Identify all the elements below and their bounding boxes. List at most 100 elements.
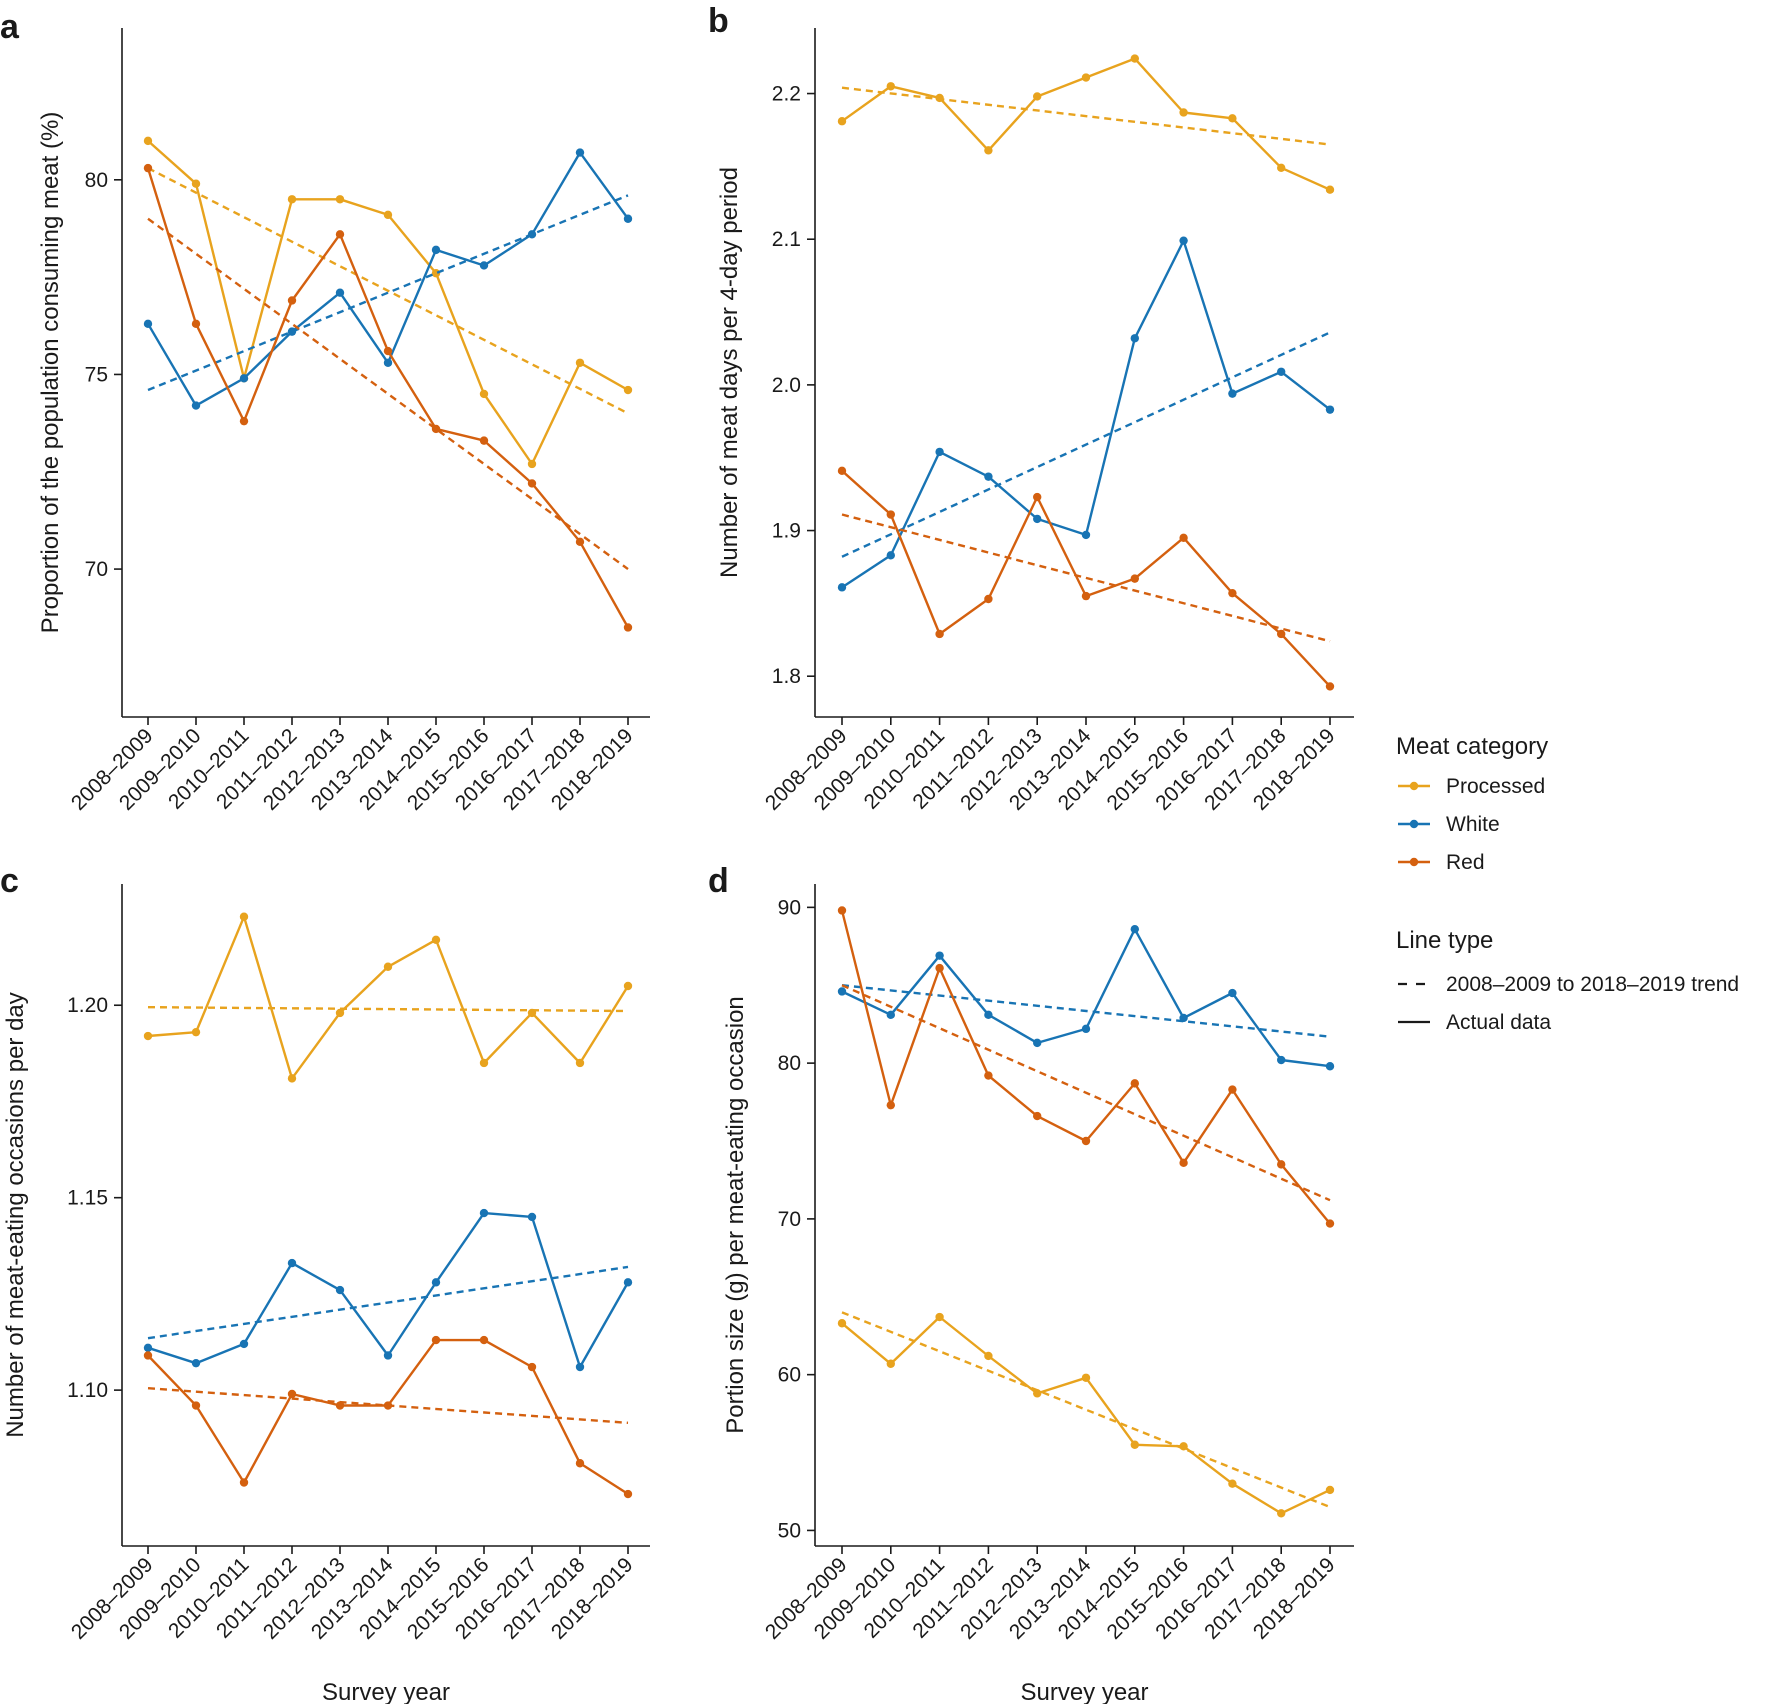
- panel-a-red-point: [479, 436, 489, 445]
- panel-c-white-point: [527, 1212, 537, 1222]
- panel-a-red-point: [383, 346, 393, 356]
- panel-d-white-point: [1081, 1024, 1091, 1034]
- panel-c-white-point: [383, 1351, 393, 1360]
- panel-b-y-tick-label: 2.0: [772, 374, 801, 397]
- panel-b-white-point: [1325, 405, 1335, 414]
- panel-b-y-tick-label: 2.2: [772, 83, 801, 106]
- panel-d-red-point: [984, 1071, 993, 1080]
- panel-d-red-point: [1228, 1085, 1237, 1094]
- panel-a-processed-line: [147, 140, 629, 466]
- panel-c-red-line: [147, 1338, 629, 1496]
- panel-b-y-tick-label: 1.8: [772, 665, 801, 688]
- panel-a-processed-point: [527, 459, 537, 469]
- panel-a-red-point: [431, 424, 441, 434]
- panel-b-y-tick-label: 2.1: [772, 228, 801, 251]
- panel-c-processed-line: [147, 915, 630, 1080]
- legend-item-label: Red: [1446, 851, 1485, 874]
- legend-linetype-solid: Actual data: [1398, 1011, 1551, 1034]
- panel-a-white-point: [239, 374, 249, 383]
- panel-d-y-tick-label: 90: [778, 896, 801, 919]
- panel-c: c 1.101.151.202008–20092009–20102010–201…: [0, 862, 650, 1704]
- panel-b-processed-point: [1179, 108, 1188, 117]
- panel-a-processed-point: [191, 179, 201, 188]
- panel-a-processed-point: [623, 385, 633, 395]
- panel-d-white-point: [1130, 924, 1140, 934]
- panel-c-red-point: [575, 1459, 585, 1468]
- panel-c-processed-point: [383, 962, 393, 971]
- panel-b-red-point: [1130, 574, 1140, 583]
- panel-b-processed-point: [1033, 92, 1042, 101]
- panel-b-white-point: [1228, 389, 1237, 398]
- legend-category-title: Meat category: [1396, 733, 1548, 760]
- panel-a-y-axis-title: Proportion of the population consuming m…: [37, 112, 64, 634]
- panel-a-processed-point: [143, 136, 153, 146]
- panel-c-y-tick-label: 1.15: [67, 1187, 108, 1210]
- panel-d-y-tick-label: 60: [778, 1364, 801, 1387]
- panel-d-white-point: [1033, 1038, 1042, 1048]
- panel-a-white-point: [335, 288, 345, 297]
- panel-c-white-trend-line: [147, 1265, 629, 1340]
- panel-a-y-tick-label: 75: [85, 363, 108, 386]
- panel-c-processed-trend-line: [147, 1005, 629, 1013]
- panel-b-white-point: [1033, 514, 1042, 524]
- panel-d: d 50607080902008–20092009–20102010–20112…: [708, 862, 1354, 1704]
- panel-d-processed-point: [1228, 1479, 1237, 1488]
- panel-d-red-point: [1033, 1111, 1042, 1121]
- panel-d-red-point: [1277, 1160, 1286, 1169]
- panel-c-y-axis-title: Number of meat-eating occasions per day: [2, 992, 29, 1438]
- panel-c-white-point: [575, 1362, 585, 1372]
- panel-c-processed-point: [287, 1074, 297, 1083]
- panel-b-red-point: [837, 466, 847, 476]
- panel-c-red-point: [335, 1401, 345, 1410]
- panel-a-red-point: [143, 163, 153, 173]
- legend-linetype-label: 2008–2009 to 2018–2019 trend: [1446, 973, 1739, 996]
- panel-d-x-axis-title: Survey year: [1020, 1679, 1148, 1704]
- panel-c-white-point: [191, 1358, 201, 1368]
- panel-d-processed-point: [837, 1319, 847, 1328]
- panel-c-x-axis-title: Survey year: [322, 1679, 450, 1704]
- panel-c-red-point: [431, 1335, 441, 1345]
- panel-b-white-trend-line: [841, 331, 1331, 558]
- panel-b-y-axis-title: Number of meat days per 4-day period: [716, 167, 743, 578]
- panel-d-processed-point: [1130, 1440, 1140, 1449]
- panel-c-processed-point: [431, 935, 441, 945]
- panel-d-processed-point: [984, 1351, 993, 1361]
- panel-a-white-point: [191, 401, 201, 410]
- panel-b: b 1.81.92.02.12.22008–20092009–20102010–…: [708, 2, 1354, 815]
- panel-d-red-point: [1325, 1219, 1335, 1228]
- panel-c-red-point: [527, 1362, 537, 1372]
- panel-a-red-point: [527, 479, 537, 488]
- panel-c-red-point: [383, 1401, 393, 1410]
- legend-item-label: Processed: [1446, 775, 1545, 798]
- panel-a-processed-point: [575, 358, 585, 367]
- panel-d-white-line: [841, 928, 1331, 1068]
- legend-linetype-title: Line type: [1396, 927, 1493, 954]
- panel-a-white-point: [479, 261, 489, 270]
- panel-b-processed-trend-line: [841, 86, 1331, 146]
- panel-d-letter: d: [708, 862, 729, 900]
- panel-b-red-point: [935, 629, 944, 639]
- panel-b-red-point: [1277, 629, 1286, 639]
- legend-linetype-dashed: 2008–2009 to 2018–2019 trend: [1398, 973, 1739, 996]
- panel-a-red-line: [146, 167, 630, 629]
- panel-d-white-point: [837, 987, 847, 996]
- panel-a-processed-point: [383, 210, 393, 220]
- panel-d-processed-point: [886, 1359, 895, 1368]
- panel-d-y-axis-title: Portion size (g) per meat-eating occasio…: [722, 996, 749, 1434]
- panel-c-processed-point: [479, 1058, 489, 1068]
- panel-b-white-point: [1179, 236, 1188, 245]
- panel-c-y-tick-label: 1.20: [67, 994, 108, 1017]
- panel-c-white-point: [623, 1278, 633, 1287]
- panel-d-red-line: [840, 910, 1331, 1225]
- panel-a-processed-trend-line: [147, 167, 629, 415]
- panel-a-y-tick-label: 80: [85, 169, 108, 192]
- panel-d-processed-point: [1081, 1373, 1091, 1382]
- panel-c-red-point: [143, 1351, 153, 1360]
- panel-d-white-point: [1228, 988, 1237, 998]
- legend-item-processed: Processed: [1398, 775, 1545, 798]
- panel-b-white-point: [886, 551, 895, 560]
- panel-a: a 7075802008–20092009–20102010–20112011–…: [0, 8, 650, 815]
- panel-b-red-point: [1325, 682, 1335, 691]
- panel-d-red-point: [1130, 1079, 1140, 1088]
- panel-c-processed-point: [191, 1027, 201, 1037]
